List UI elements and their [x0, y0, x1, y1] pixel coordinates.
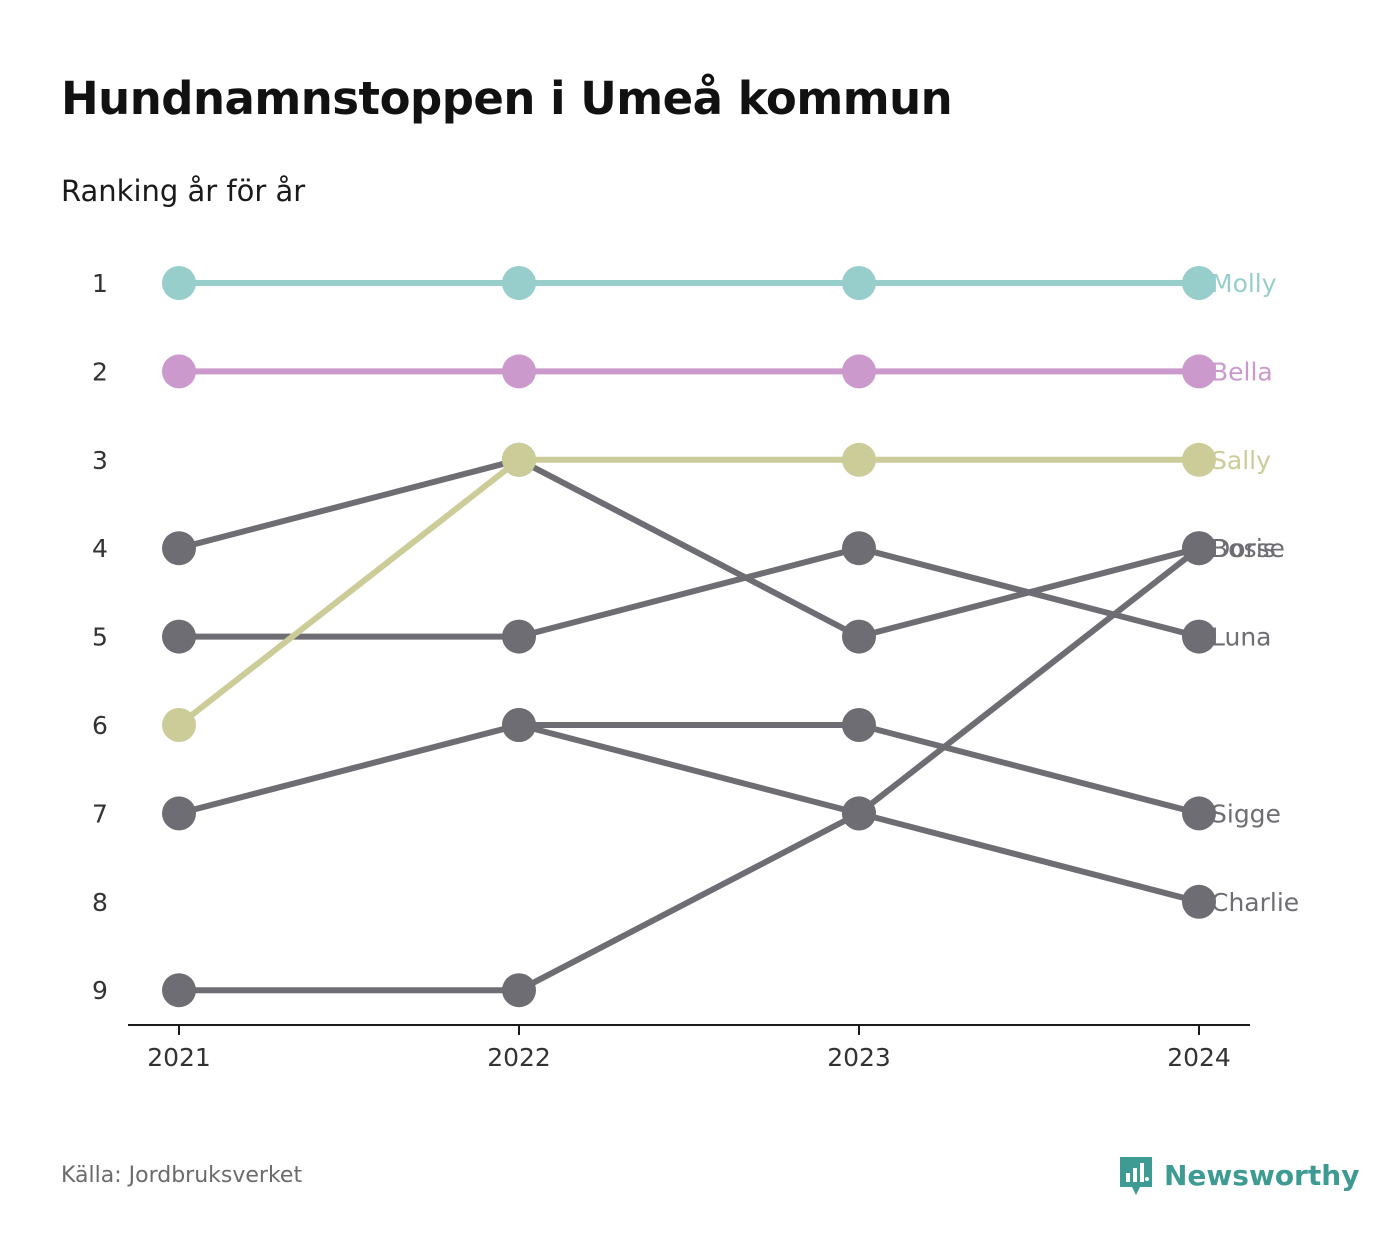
series-point — [1182, 531, 1216, 566]
series-point — [162, 796, 196, 831]
series-molly — [162, 266, 1216, 300]
series-end-label: Molly — [1211, 269, 1277, 298]
series-point — [1182, 619, 1216, 654]
x-tick-label: 2023 — [827, 1043, 891, 1072]
series-point — [502, 708, 536, 742]
chart-subtitle: Ranking år för år — [61, 174, 306, 208]
series-point — [842, 708, 876, 742]
series-point — [1182, 266, 1216, 300]
x-tick-label: 2022 — [487, 1043, 551, 1072]
source-note: Källa: Jordbruksverket — [61, 1163, 303, 1188]
y-tick-label: 4 — [92, 534, 108, 563]
chart-title: Hundnamnstoppen i Umeå kommun — [61, 72, 953, 125]
y-tick-label: 1 — [92, 269, 108, 298]
series-point — [1182, 884, 1216, 919]
series-charlie — [502, 708, 1216, 919]
series-end-label: Doris — [1211, 534, 1276, 563]
series-point — [842, 266, 876, 300]
series-layer — [162, 266, 1216, 1008]
series-line-segment — [176, 722, 522, 817]
series-line-segment — [516, 456, 862, 640]
y-tick-label: 8 — [92, 888, 108, 917]
y-tick-label: 3 — [92, 446, 108, 475]
series-point — [162, 266, 196, 300]
series-end-label: Sally — [1211, 446, 1271, 475]
series-point — [842, 619, 876, 654]
y-tick-label: 9 — [92, 976, 108, 1005]
newsworthy-logo-icon — [1120, 1157, 1152, 1195]
series-point — [162, 531, 196, 566]
series-line-segment — [516, 722, 862, 817]
y-tick-label: 6 — [92, 711, 108, 740]
x-tick-label: 2024 — [1167, 1043, 1231, 1072]
series-point — [1182, 796, 1216, 831]
series-end-label: Bella — [1211, 357, 1273, 386]
series-point — [502, 442, 536, 477]
series-line-segment — [176, 456, 522, 552]
series-line-segment — [176, 456, 522, 728]
y-tick-label: 2 — [92, 357, 108, 386]
series-point — [1182, 442, 1216, 477]
series-line-segment — [516, 810, 862, 994]
series-point — [502, 266, 536, 300]
x-tick-label: 2021 — [147, 1043, 211, 1072]
brand-logo[interactable]: Newsworthy — [1118, 1153, 1359, 1197]
series-point — [842, 354, 876, 389]
axis-layer: 1 2 3 4 5 6 7 8 9 2021 2022 2023 2024 — [92, 269, 1250, 1072]
y-tick-label: 7 — [92, 799, 108, 828]
series-line-segment — [856, 545, 1202, 817]
series-line-segment — [516, 545, 862, 640]
series-luna — [162, 531, 1216, 654]
series-line-segment — [856, 810, 1202, 905]
series-point — [502, 973, 536, 1008]
series-sally — [162, 442, 1216, 742]
series-point — [1182, 354, 1216, 389]
series-bella — [162, 354, 1216, 389]
series-point — [162, 354, 196, 389]
series-line-segment — [856, 722, 1202, 817]
series-end-label: Luna — [1211, 623, 1272, 652]
series-point — [842, 442, 876, 477]
series-point — [502, 354, 536, 389]
series-point — [162, 708, 196, 742]
series-point — [162, 973, 196, 1008]
y-tick-label: 5 — [92, 623, 108, 652]
series-end-label: Sigge — [1211, 799, 1281, 828]
series-point — [842, 796, 876, 831]
series-point — [162, 619, 196, 654]
series-end-label: Charlie — [1211, 888, 1299, 917]
brand-name: Newsworthy — [1164, 1158, 1360, 1192]
series-end-label: Bosse — [1211, 534, 1285, 563]
series-doris — [162, 442, 1216, 654]
series-line-segment — [856, 545, 1202, 640]
series-point — [502, 619, 536, 654]
series-point — [842, 531, 876, 566]
